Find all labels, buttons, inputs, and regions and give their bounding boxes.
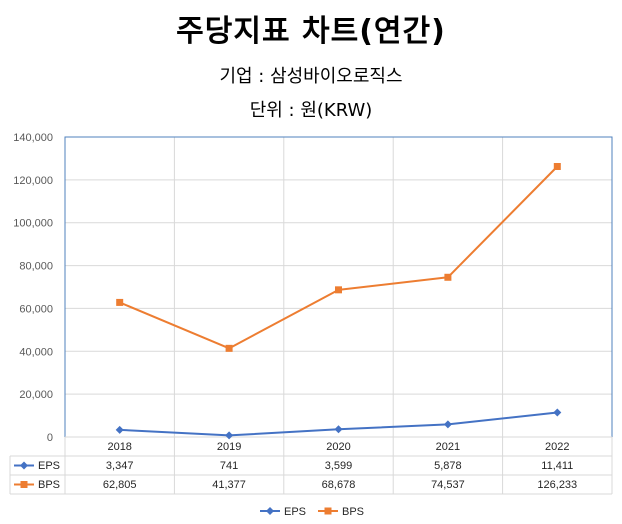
eps-point: [443, 420, 452, 429]
bps-table-cell: 126,233: [537, 479, 577, 491]
legend-eps-key: [260, 507, 280, 515]
legend-eps-key-marker: [266, 507, 274, 515]
unit-subtitle: 단위 : 원(KRW): [249, 100, 373, 121]
bps-table-cell: 74,537: [431, 479, 465, 491]
eps-table-cell: 3,347: [106, 460, 134, 472]
eps-table-legend-key-marker: [20, 461, 28, 470]
bps-point: [444, 273, 452, 281]
bps-line: [119, 165, 559, 350]
eps-table-cell: 5,878: [434, 460, 462, 472]
bps-table-legend-key: [14, 481, 34, 488]
bps-table-cell: 41,377: [212, 479, 246, 491]
bps-table-cell: 68,678: [322, 479, 356, 491]
y-tick-label: 80,000: [19, 261, 53, 273]
bps-point: [553, 163, 561, 171]
y-tick-label: 40,000: [19, 346, 53, 358]
x-category-label: 2019: [217, 441, 241, 453]
y-tick-label: 140,000: [13, 132, 53, 144]
eps-point: [553, 408, 562, 417]
y-tick-label: 60,000: [19, 303, 53, 315]
bps-point: [225, 344, 233, 352]
company-subtitle: 기업 : 삼성바이오로직스: [219, 66, 403, 87]
x-category-label: 2018: [107, 441, 131, 453]
bps-table-legend-key-marker: [20, 481, 28, 488]
bps-point: [335, 286, 342, 294]
legend-eps-label: EPS: [284, 506, 306, 518]
x-category-label: 2021: [436, 441, 460, 453]
eps-table-cell: 741: [220, 460, 238, 472]
chart-title: 주당지표 차트(연간): [176, 14, 446, 49]
legend-bps-key: [318, 507, 338, 515]
bps-table-cell: 62,805: [103, 479, 137, 491]
y-tick-label: 20,000: [19, 389, 53, 401]
y-tick-label: 100,000: [13, 218, 53, 230]
eps-table-cell: 3,599: [325, 460, 353, 472]
eps-point: [225, 431, 234, 440]
y-tick-label: 120,000: [13, 175, 53, 187]
legend-bps-key-marker: [324, 507, 332, 515]
y-tick-label: 0: [47, 432, 53, 444]
eps-point: [334, 425, 343, 434]
x-category-label: 2020: [326, 441, 350, 453]
x-category-label: 2022: [545, 441, 569, 453]
eps-point: [115, 425, 124, 434]
eps-table-legend-key: [14, 461, 34, 470]
eps-table-cell: 11,411: [541, 460, 573, 472]
bps-point: [116, 298, 124, 306]
bps-row-label: BPS: [38, 479, 60, 491]
legend-bps-label: BPS: [342, 506, 364, 518]
eps-row-label: EPS: [38, 460, 60, 472]
